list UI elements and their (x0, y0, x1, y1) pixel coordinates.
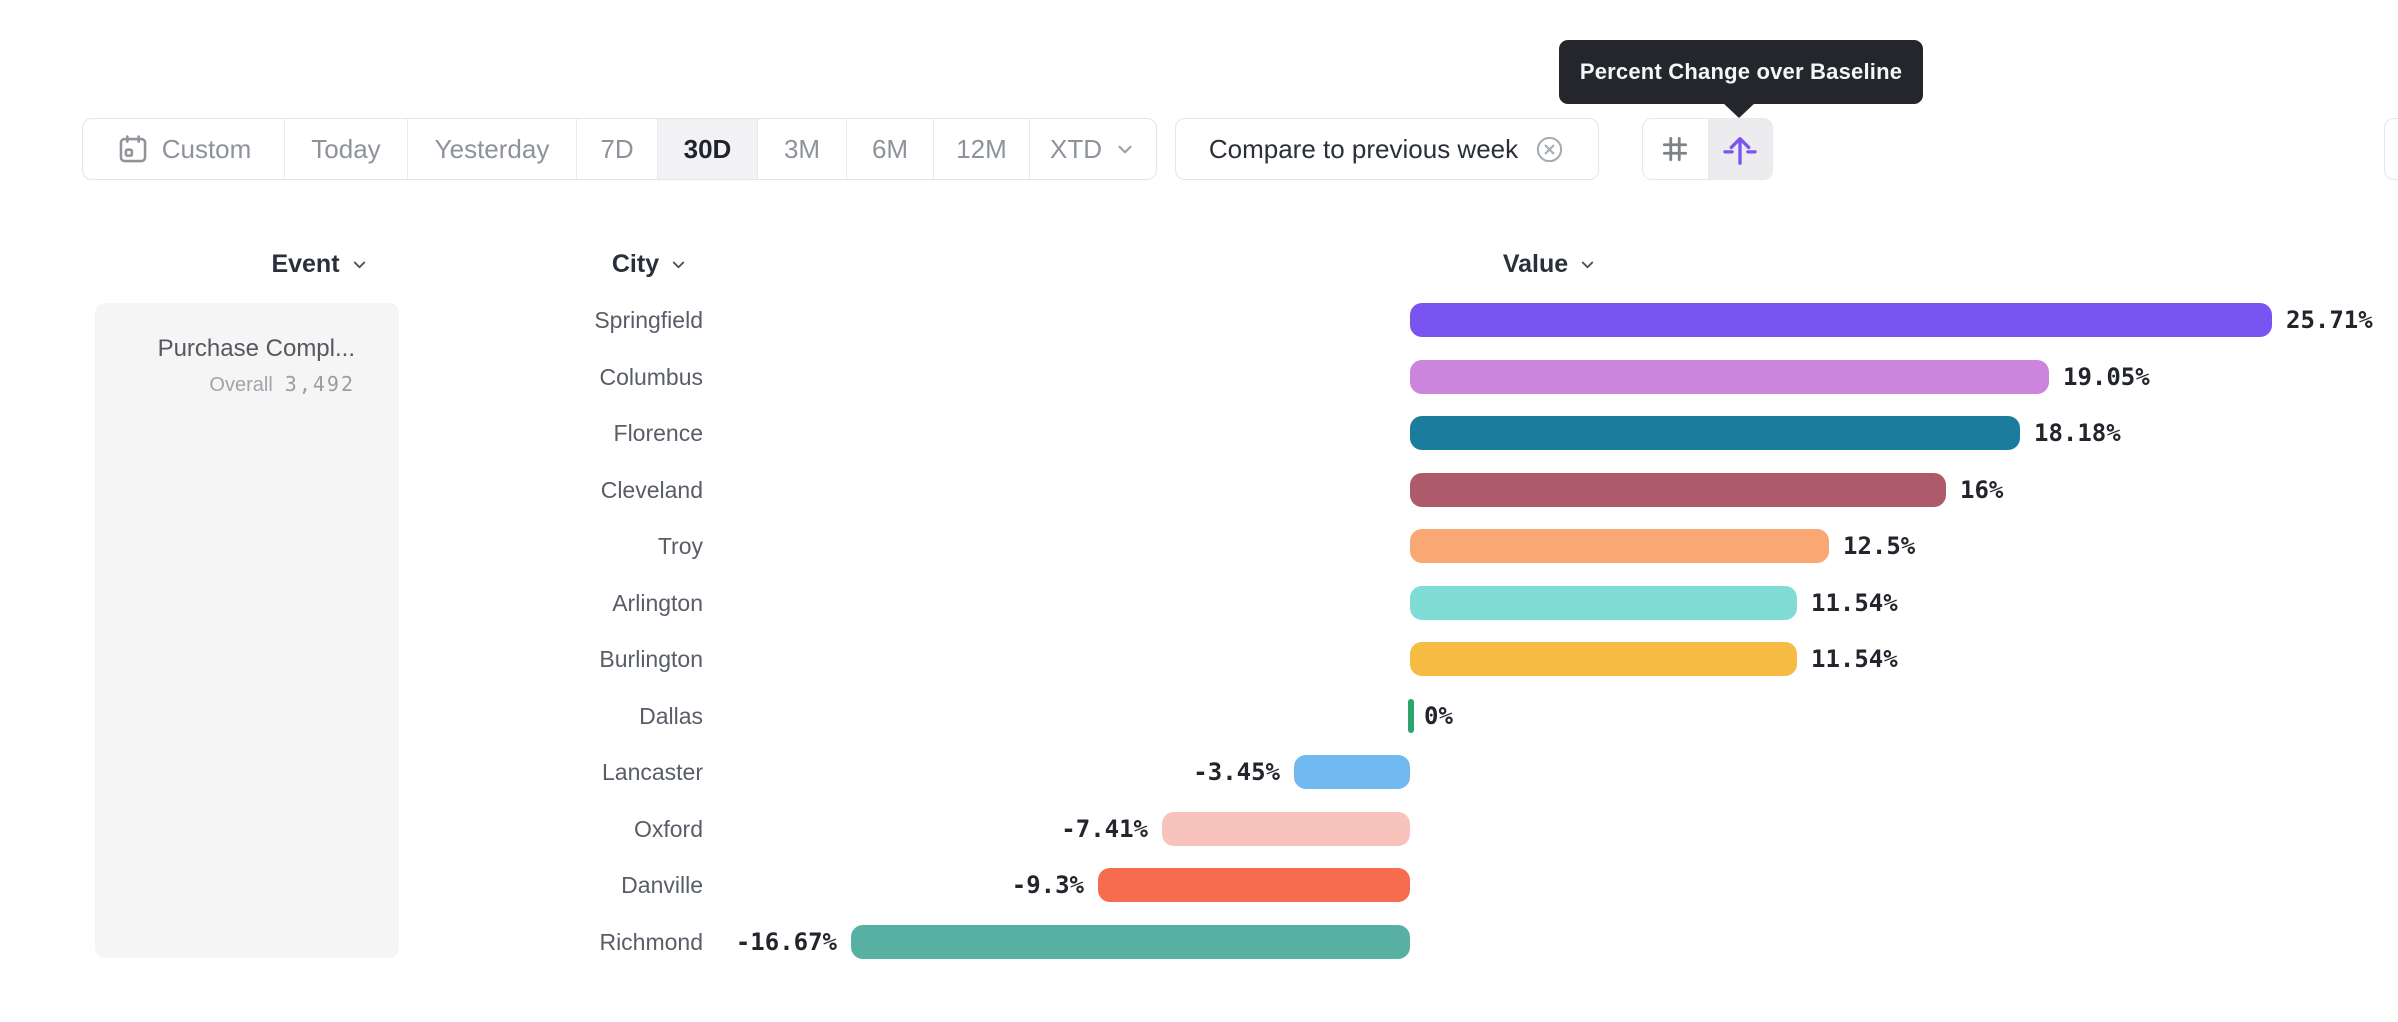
city-label: Oxford (633, 816, 703, 842)
date-range-label: Yesterday (434, 133, 550, 164)
event-name: Purchase Compl... (157, 335, 355, 362)
value-bar[interactable] (1162, 812, 1410, 846)
chart-row: Springfield 25.71% (0, 292, 2398, 348)
value-label: 16% (1960, 476, 2004, 504)
value-bar[interactable] (1294, 755, 1410, 789)
city-label: Richmond (599, 929, 703, 955)
city-label: Danville (621, 872, 703, 898)
date-range-3m[interactable]: 3M (758, 119, 847, 179)
compare-label: Compare to previous week (1208, 133, 1519, 164)
date-range-xtd[interactable]: XTD (1030, 119, 1156, 179)
city-label: Springfield (594, 307, 703, 333)
value-label: 18.18% (2034, 419, 2121, 447)
city-label: Cleveland (600, 477, 703, 503)
chart-row: Columbus 19.05% (0, 349, 2398, 405)
date-range-control: Custom Today Yesterday 7D 30D 3M 6M 12M XTD (82, 118, 1157, 180)
value-label: 25.71% (2286, 306, 2373, 334)
chart-rows: Springfield 25.71% Columbus 19.05% Florence 1… (0, 292, 2398, 992)
date-range-today[interactable]: Today (285, 119, 408, 179)
date-range-12m[interactable]: 12M (934, 119, 1030, 179)
value-label: -3.45% (1193, 758, 1280, 786)
city-header-label: City (611, 249, 660, 278)
tooltip-caret (1722, 102, 1756, 118)
chart-row: Dallas 0% (0, 688, 2398, 744)
value-header-label: Value (1502, 249, 1569, 278)
percent-change-baseline-button[interactable] (1707, 119, 1772, 179)
value-column-header[interactable]: Value (1450, 249, 1650, 279)
date-range-yesterday[interactable]: Yesterday (408, 119, 577, 179)
value-label: 11.54% (1811, 645, 1898, 673)
x-circle-icon[interactable] (1534, 134, 1565, 165)
chart-row: Danville -9.3% (0, 857, 2398, 913)
value-bar[interactable] (1410, 529, 1829, 563)
value-bar[interactable] (1410, 416, 2020, 450)
event-overall: Overall 3,492 (95, 372, 355, 397)
value-label: -16.67% (735, 928, 837, 956)
value-bar[interactable] (1098, 868, 1410, 902)
value-bar[interactable] (851, 925, 1410, 959)
value-bar[interactable] (1410, 303, 2272, 337)
value-label: -9.3% (1011, 871, 1084, 899)
city-label: Burlington (599, 646, 703, 672)
value-label: 12.5% (1843, 532, 1916, 560)
value-bar[interactable] (1410, 586, 1797, 620)
date-range-30d[interactable]: 30D (658, 119, 758, 179)
view-toggle-group (1642, 118, 1773, 180)
event-column-header[interactable]: Event (220, 249, 420, 279)
date-range-label: 30D (683, 133, 732, 164)
value-bar[interactable] (1410, 473, 1946, 507)
event-header-label: Event (271, 249, 340, 278)
city-label: Columbus (599, 364, 703, 390)
city-label: Arlington (612, 590, 703, 616)
chart-row: Florence 18.18% (0, 405, 2398, 461)
date-range-custom[interactable]: Custom (83, 119, 285, 179)
chart-row: Lancaster -3.45% (0, 744, 2398, 800)
date-range-label: 12M (956, 133, 1007, 164)
date-range-6m[interactable]: 6M (847, 119, 934, 179)
chart-row: Burlington 11.54% (0, 631, 2398, 687)
date-range-label: 7D (600, 133, 634, 164)
calendar-icon (116, 132, 150, 166)
date-range-label: XTD (1050, 133, 1102, 164)
value-bar[interactable] (1410, 642, 1797, 676)
city-label: Troy (657, 533, 703, 559)
compare-button[interactable]: Compare to previous week (1175, 118, 1599, 180)
value-bar[interactable] (1408, 699, 1414, 733)
value-label: 19.05% (2063, 363, 2150, 391)
arrow-up-from-baseline-icon (1721, 130, 1759, 168)
city-column-header[interactable]: City (560, 249, 740, 279)
date-range-label: Today (311, 133, 381, 164)
chevron-down-icon (1578, 255, 1597, 274)
partial-button-right-edge[interactable] (2384, 118, 2398, 180)
tooltip-text: Percent Change over Baseline (1579, 59, 1903, 84)
date-range-7d[interactable]: 7D (577, 119, 658, 179)
chart-row: Oxford -7.41% (0, 801, 2398, 857)
overall-label: Overall (209, 374, 273, 396)
value-label: 0% (1424, 702, 1453, 730)
tooltip: Percent Change over Baseline (1559, 40, 1923, 104)
city-label: Lancaster (601, 759, 703, 785)
event-card[interactable]: Purchase Compl... Overall 3,492 (95, 303, 399, 958)
overall-value: 3,492 (284, 372, 355, 396)
chevron-down-icon (669, 255, 688, 274)
value-label: -7.41% (1061, 815, 1148, 843)
value-label: 11.54% (1811, 589, 1898, 617)
value-bar[interactable] (1410, 360, 2049, 394)
grid-icon (1658, 132, 1692, 166)
date-range-label: 6M (871, 133, 909, 164)
chevron-down-icon (350, 255, 369, 274)
chart-row: Arlington 11.54% (0, 575, 2398, 631)
city-label: Dallas (639, 703, 703, 729)
chart-row: Richmond -16.67% (0, 914, 2398, 970)
date-range-label: Custom (161, 133, 252, 164)
city-label: Florence (613, 420, 703, 446)
chart-row: Troy 12.5% (0, 518, 2398, 574)
chart-row: Cleveland 16% (0, 462, 2398, 518)
grid-view-button[interactable] (1643, 119, 1708, 179)
date-range-label: 3M (783, 133, 821, 164)
chevron-down-icon (1114, 138, 1136, 160)
